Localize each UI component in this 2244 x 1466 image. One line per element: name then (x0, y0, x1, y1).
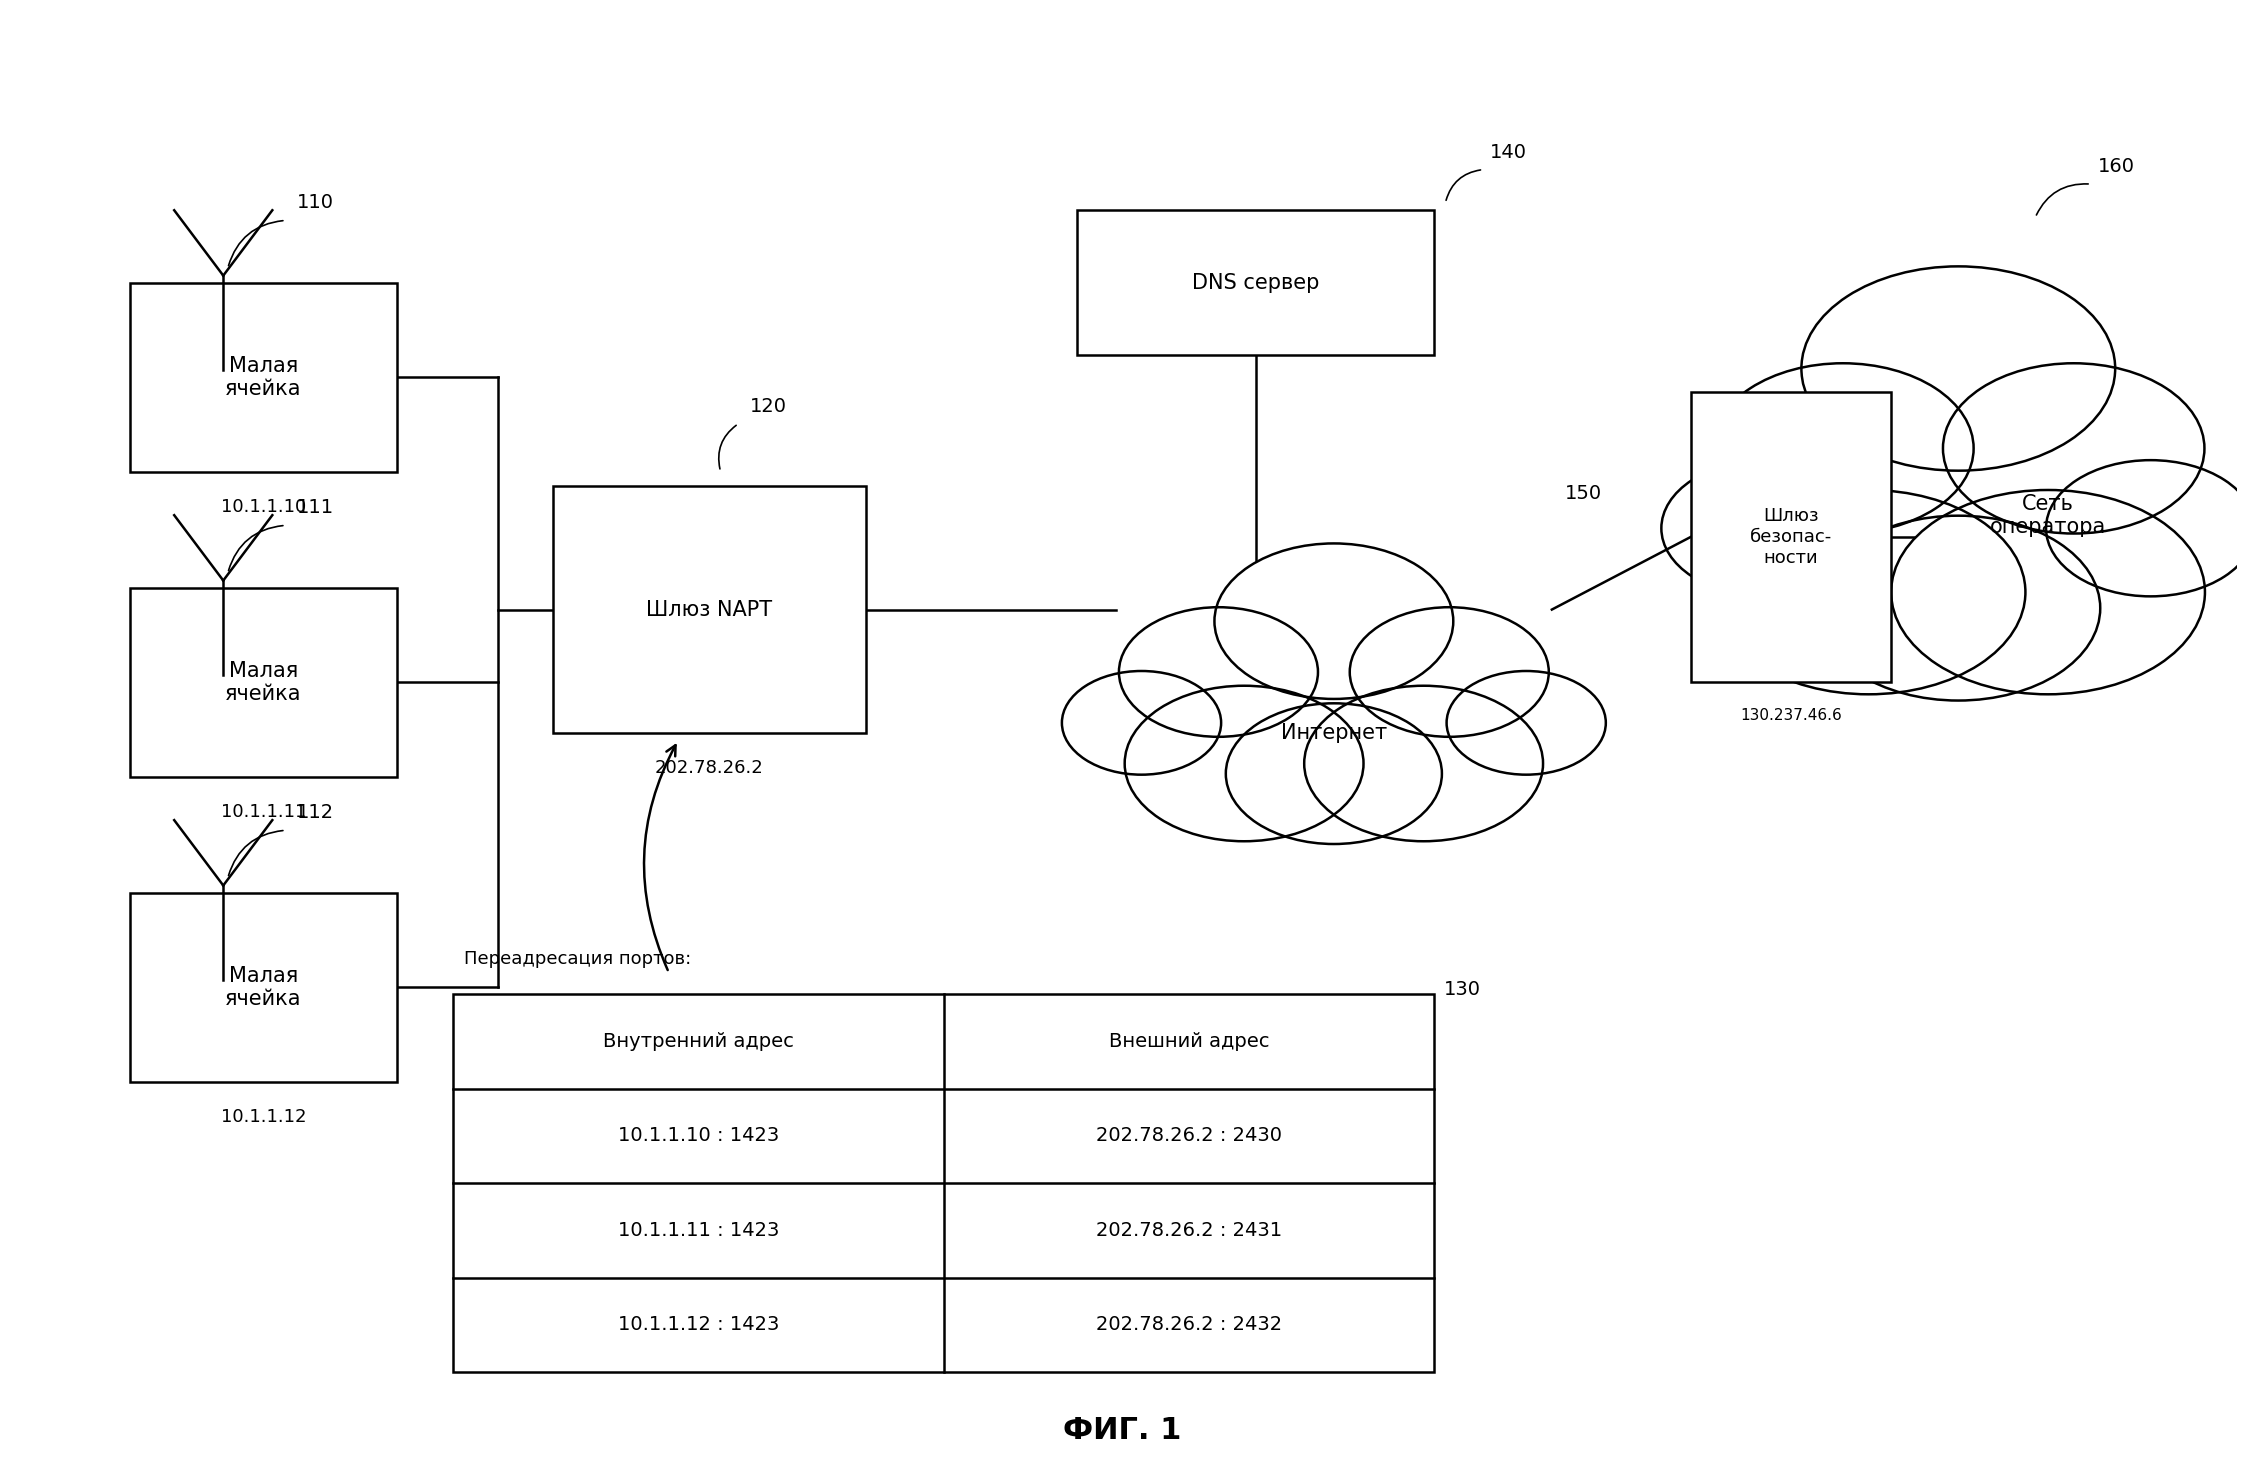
Bar (130, 588, 397, 777)
Text: 10.1.1.10: 10.1.1.10 (220, 498, 305, 516)
Circle shape (1712, 490, 2026, 695)
Text: Сеть
оператора: Сеть оператора (1990, 494, 2107, 537)
Text: 202.78.26.2 : 2430: 202.78.26.2 : 2430 (1095, 1126, 1281, 1145)
Circle shape (1943, 364, 2204, 534)
Text: 202.78.26.2 : 2431: 202.78.26.2 : 2431 (1095, 1221, 1281, 1240)
Circle shape (1124, 686, 1364, 841)
Text: 110: 110 (296, 194, 334, 213)
Bar (1077, 210, 1434, 355)
Circle shape (1892, 490, 2206, 695)
Text: 150: 150 (1564, 484, 1602, 503)
Text: 120: 120 (749, 397, 788, 416)
Circle shape (1304, 686, 1544, 841)
Text: 130: 130 (1443, 979, 1481, 998)
Text: Малая
ячейка: Малая ячейка (224, 661, 301, 704)
Text: 10.1.1.12 : 1423: 10.1.1.12 : 1423 (617, 1315, 779, 1334)
Bar (1690, 391, 1892, 682)
Bar (453, 994, 1434, 1372)
Circle shape (2047, 460, 2244, 597)
Text: Малая
ячейка: Малая ячейка (224, 356, 301, 399)
Text: Внутренний адрес: Внутренний адрес (604, 1032, 794, 1051)
Text: Шлюз
безопас-
ности: Шлюз безопас- ности (1750, 507, 1831, 567)
Circle shape (1225, 704, 1443, 844)
Circle shape (1447, 671, 1607, 774)
Text: DNS сервер: DNS сервер (1192, 273, 1319, 293)
Circle shape (1349, 607, 1548, 737)
Text: Интернет: Интернет (1281, 723, 1387, 743)
Text: 202.78.26.2 : 2432: 202.78.26.2 : 2432 (1095, 1315, 1281, 1334)
Circle shape (1061, 671, 1221, 774)
Circle shape (1661, 460, 1871, 597)
Bar (130, 283, 397, 472)
Circle shape (1802, 267, 2116, 471)
Circle shape (1214, 544, 1454, 699)
Text: Переадресация портов:: Переадресация портов: (465, 950, 691, 968)
Text: Внешний адрес: Внешний адрес (1109, 1032, 1270, 1051)
Text: 202.78.26.2: 202.78.26.2 (655, 759, 763, 777)
Text: 130.237.46.6: 130.237.46.6 (1739, 708, 1842, 723)
Text: 112: 112 (296, 803, 334, 822)
Text: 10.1.1.10 : 1423: 10.1.1.10 : 1423 (617, 1126, 779, 1145)
Text: 10.1.1.12: 10.1.1.12 (220, 1108, 305, 1126)
Text: 10.1.1.11 : 1423: 10.1.1.11 : 1423 (617, 1221, 779, 1240)
Circle shape (1120, 607, 1317, 737)
Text: ФИГ. 1: ФИГ. 1 (1064, 1416, 1180, 1444)
Text: 111: 111 (296, 498, 334, 517)
Circle shape (1815, 516, 2100, 701)
Bar (130, 893, 397, 1082)
Text: Шлюз NAPT: Шлюз NAPT (646, 600, 772, 620)
Text: 160: 160 (2098, 157, 2134, 176)
Circle shape (1712, 364, 1975, 534)
Text: 140: 140 (1490, 142, 1526, 161)
Bar (554, 487, 866, 733)
Text: 10.1.1.11: 10.1.1.11 (220, 803, 305, 821)
Text: Малая
ячейка: Малая ячейка (224, 966, 301, 1009)
